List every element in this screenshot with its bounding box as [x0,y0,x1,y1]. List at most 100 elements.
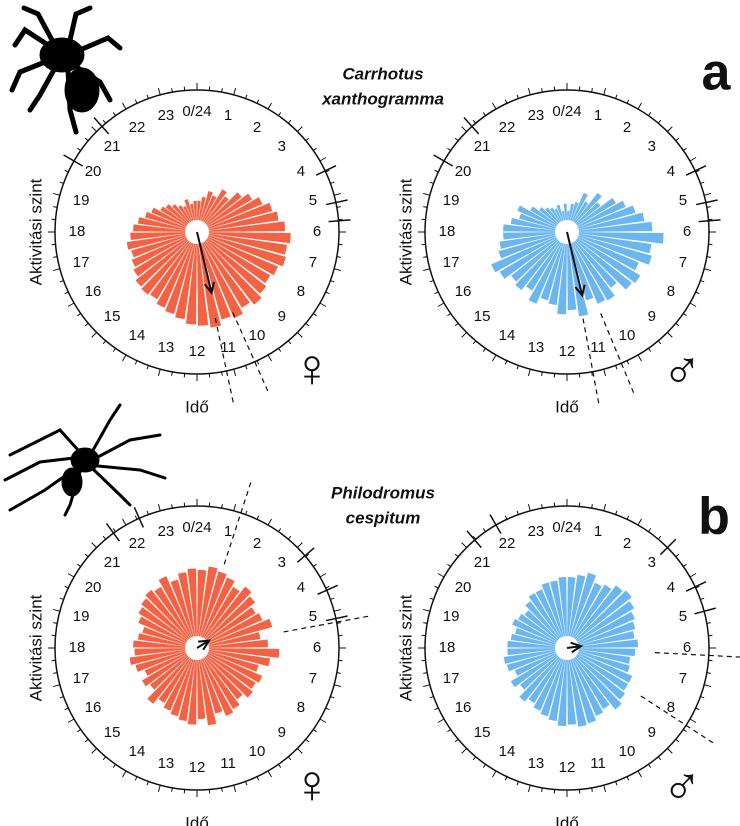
clock-tick [92,332,97,337]
clock-tick [542,88,543,92]
clock-tick [85,138,88,141]
hour-label: 11 [590,755,606,772]
clock-tick [638,355,642,361]
clock-tick [517,511,518,515]
clock-tick [455,138,458,141]
clock-tick [123,103,127,109]
clock-tick [172,88,173,92]
clock-tick [330,697,334,698]
clock-tick [68,574,74,578]
clock-tick [505,516,507,520]
species-name: cespitum [346,508,421,527]
clock-tick [60,697,64,698]
hour-label: 8 [297,283,305,300]
clock-tick [528,504,530,511]
clock-tick [337,623,341,624]
hour-label: 20 [85,163,102,180]
clock-tick [60,598,64,599]
clock-tick [505,100,507,104]
clock-tick [438,719,444,723]
hour-label: 21 [104,554,121,571]
clock-tick [222,504,223,508]
hour-label: 7 [309,254,317,271]
clock-tick [320,303,326,307]
clock-tick [505,361,507,365]
hour-label: 0/24 [182,103,211,120]
clock-tick [288,536,291,539]
clock-tick [268,103,272,109]
clock-tick [667,332,672,337]
clock-tick [707,257,711,258]
hour-label: 20 [455,163,472,180]
clock-tick [462,543,467,548]
hour-label: 16 [455,699,472,716]
clock-tick [53,257,57,258]
clock-tick [257,777,259,781]
hour-label: 12 [559,759,576,776]
hour-label: 23 [158,523,175,540]
clock-tick [700,598,704,599]
hour-label: 6 [683,639,691,656]
clock-tick [604,504,606,511]
clock-tick [113,764,115,767]
sex-symbol: ♂ [662,338,703,398]
clock-tick [103,120,106,123]
clock-tick [147,511,148,515]
clock-tick [288,341,291,344]
clock-tick [158,504,160,511]
clock-tick [334,685,341,687]
species-name: Philodromus [331,483,435,502]
clock-tick [222,788,223,792]
clock-tick [246,781,247,785]
hour-label: 1 [594,523,602,540]
y-axis-label: Aktivitási szint [396,594,415,701]
clock-tick [447,313,450,315]
hour-label: 10 [619,327,636,344]
clock-tick [592,88,593,92]
clock-tick [616,365,617,369]
clock-tick [690,158,696,162]
clock-tick [158,785,160,792]
clock-tick [246,511,247,515]
y-axis-label: Aktivitási szint [26,178,45,285]
clock-tick [337,673,341,674]
hour-label: 1 [594,107,602,124]
clock-tick [53,193,60,195]
clock-tick [528,785,530,792]
clock-tick [707,673,711,674]
hour-label: 6 [313,223,321,240]
hour-label: 4 [297,579,305,596]
clock-tick [638,103,642,109]
hour-label: 4 [667,163,675,180]
figure: Carrhotus xanthogramma a Philodromus ces… [0,0,740,826]
hour-label: 5 [309,192,317,209]
clock-tick [505,777,507,781]
clock-tick [147,781,148,785]
clock-tick [700,697,704,698]
ci-line [215,318,234,406]
hour-label: 11 [220,339,236,356]
clock-tick [320,158,326,162]
clock-tick [77,564,80,566]
clock-tick [330,182,334,183]
clock-tick [683,729,686,731]
clock-tick [158,88,160,95]
clock-tick [313,148,316,150]
clock-tick [172,788,173,792]
clock-tick [658,536,661,539]
clock-tick [234,785,236,792]
hour-label: 11 [220,755,236,772]
clock-tick [435,292,439,294]
clock-tick [306,739,309,742]
clock-tick [334,193,341,195]
clock-tick [592,788,593,792]
hour-label: 13 [528,339,545,356]
hour-label: 12 [189,343,206,360]
clock-tick [103,757,106,760]
hour-label: 3 [278,138,286,155]
clock-tick [268,355,272,361]
clock-tick [85,554,88,557]
clock-tick [627,100,629,104]
clock-tick [683,313,686,315]
hour-label: 10 [249,743,266,760]
